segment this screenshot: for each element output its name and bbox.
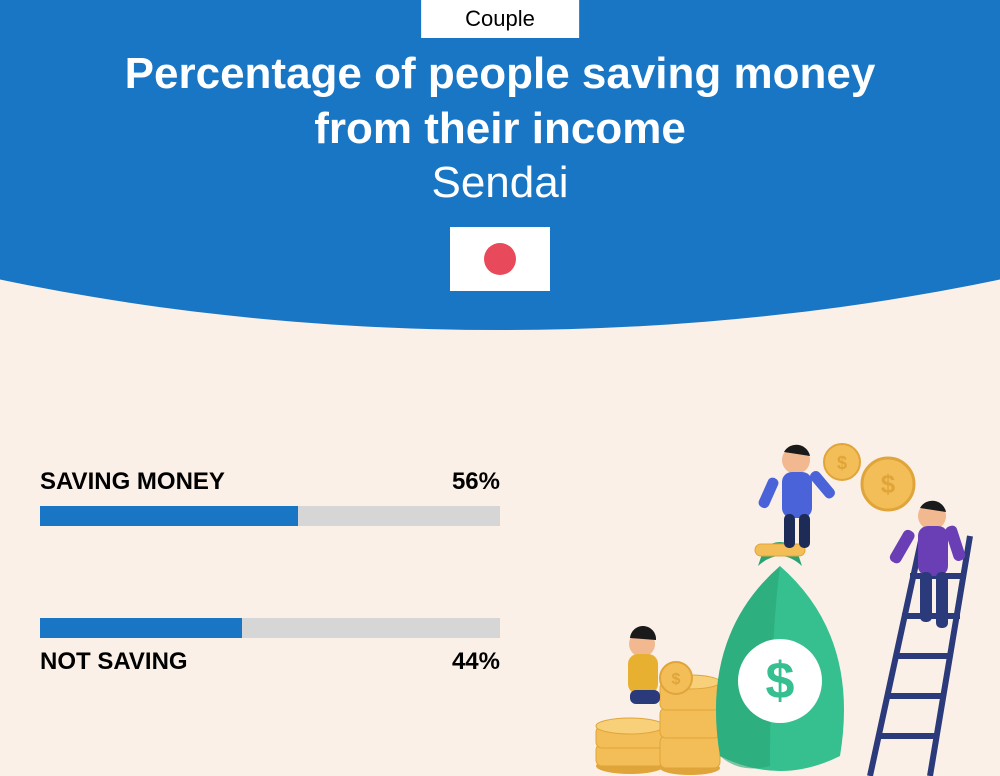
svg-text:$: $: [837, 453, 847, 473]
bar-saving-fill: [40, 506, 298, 526]
coin-stack-icon: [596, 675, 720, 775]
category-tag: Couple: [421, 0, 579, 38]
city-name: Sendai: [0, 158, 1000, 208]
bar-chart: SAVING MONEY 56% NOT SAVING 44%: [40, 468, 500, 768]
page-title: Percentage of people saving money from t…: [0, 46, 1000, 156]
bar-not-saving-value: 44%: [452, 648, 500, 676]
svg-text:$: $: [766, 652, 795, 710]
bar-not-saving-label: NOT SAVING: [40, 648, 188, 676]
person-ladder-icon: $: [862, 458, 967, 628]
person-top-icon: $: [757, 444, 860, 548]
category-tag-text: Couple: [465, 6, 535, 31]
savings-illustration: $ $ $ $: [570, 396, 990, 776]
svg-text:$: $: [881, 469, 896, 499]
flag-circle-icon: [484, 243, 516, 275]
title-line2: from their income: [314, 104, 686, 153]
svg-text:$: $: [672, 671, 681, 688]
title-line1: Percentage of people saving money: [125, 49, 876, 98]
bar-not-saving: NOT SAVING 44%: [40, 618, 500, 676]
bar-saving: SAVING MONEY 56%: [40, 468, 500, 526]
bar-saving-track: [40, 506, 500, 526]
japan-flag: [450, 227, 550, 291]
bar-saving-value: 56%: [452, 468, 500, 496]
bar-not-saving-fill: [40, 618, 242, 638]
money-bag-icon: $: [716, 542, 844, 771]
bar-saving-label: SAVING MONEY: [40, 468, 225, 496]
bar-not-saving-track: [40, 618, 500, 638]
